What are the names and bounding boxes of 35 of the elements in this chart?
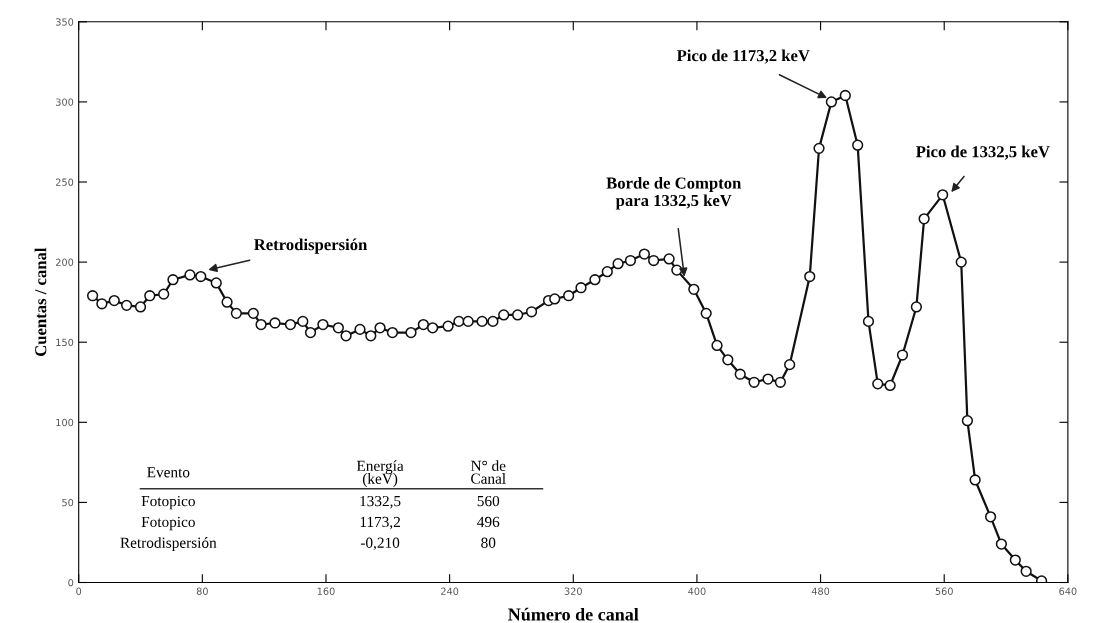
x-tick-label: 320 bbox=[564, 587, 582, 595]
y-tick-label: 200 bbox=[55, 258, 74, 266]
x-tick-label: 480 bbox=[811, 587, 830, 595]
annotation: Evento bbox=[147, 467, 190, 478]
annotation: Fotopico bbox=[141, 516, 195, 531]
annotation: Fotopico bbox=[141, 495, 195, 510]
y-tick-label: 250 bbox=[55, 178, 74, 186]
y-tick-label: 300 bbox=[56, 98, 74, 106]
y-tick-label: 150 bbox=[56, 338, 74, 347]
annotation: Borde de Compton para 1332,5 keV bbox=[606, 176, 742, 210]
annotation: 496 bbox=[477, 516, 500, 528]
annotation: Energía (keV) bbox=[356, 460, 404, 487]
annotation: N° de Canal bbox=[471, 460, 506, 484]
y-tick-label: 350 bbox=[56, 18, 74, 26]
annotation: 1332,5 bbox=[360, 495, 401, 509]
x-tick-label: 0 bbox=[76, 587, 82, 595]
annotation: 560 bbox=[477, 495, 500, 507]
x-tick-label: 240 bbox=[441, 587, 459, 595]
x-tick-label: 160 bbox=[317, 587, 335, 595]
annotation: Pico de 1173,2 keV bbox=[676, 49, 810, 64]
x-axis-title: Número de canal bbox=[508, 607, 639, 621]
annotation: Retrodispersión bbox=[120, 537, 217, 551]
annotation: 80 bbox=[481, 537, 496, 548]
annotation: Pico de 1332,5 keV bbox=[916, 145, 1050, 160]
y-tick-label: 0 bbox=[68, 578, 74, 587]
x-tick-label: 400 bbox=[688, 587, 706, 595]
annotation: 1173,2 bbox=[360, 516, 400, 530]
x-tick-label: 80 bbox=[196, 587, 208, 595]
annotation: -0,210 bbox=[360, 537, 400, 551]
annotation: Retrodispersión bbox=[254, 238, 368, 254]
y-tick-label: 100 bbox=[56, 418, 74, 427]
x-tick-label: 560 bbox=[935, 587, 953, 595]
y-axis-title: Cuentas / canal bbox=[34, 247, 47, 356]
x-tick-label: 640 bbox=[1059, 587, 1077, 595]
y-tick-label: 50 bbox=[62, 498, 74, 507]
